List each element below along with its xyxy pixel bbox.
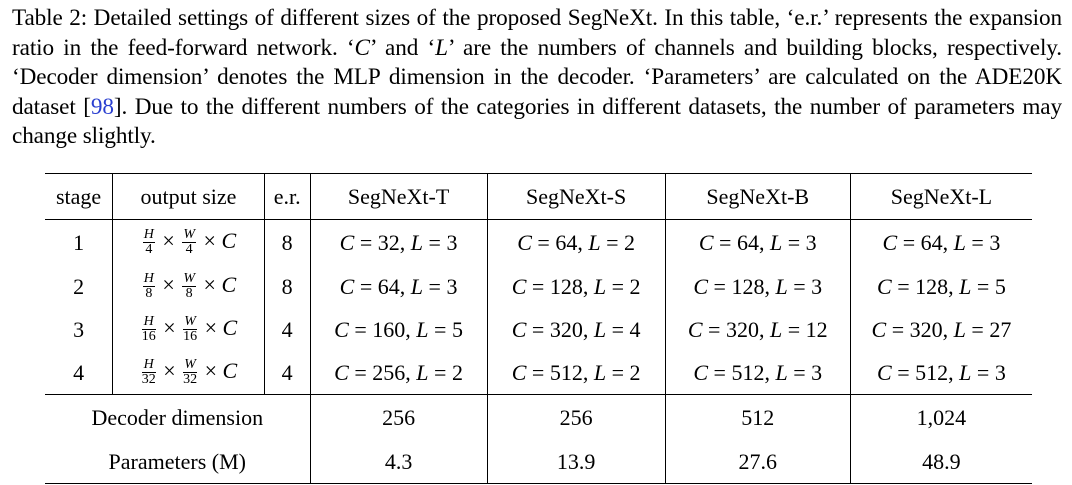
expansion-ratio: 4 [264,308,311,351]
stage-number: 2 [45,265,114,308]
width-fraction: W 16 [183,314,198,345]
decoder-label: Decoder dimension [45,394,311,440]
config-b: C = 128, L = 3 [665,265,851,308]
params-row: Parameters (M) 4.3 13.9 27.6 48.9 [45,440,1032,484]
table-caption: Table 2: Detailed settings of different … [12,4,1062,152]
expansion-ratio: 4 [264,351,311,395]
output-size: H 32 × W 32 × C [112,351,265,395]
stage-number: 3 [45,308,114,351]
params-value-s: 13.9 [487,440,666,484]
header-segnext-b: SegNeXt-B [665,173,851,220]
decoder-row: Decoder dimension 256 256 512 1,024 [45,394,1032,440]
stage-number: 4 [45,351,114,395]
config-b: C = 64, L = 3 [665,219,851,265]
config-s: C = 320, L = 4 [487,308,666,351]
caption-channel-symbol: C [354,34,370,61]
params-value-b: 27.6 [665,440,851,484]
citation-link[interactable]: 98 [90,93,114,120]
stage-number: 1 [45,219,114,265]
width-fraction: W 32 [183,357,198,388]
config-s: C = 128, L = 2 [487,265,666,308]
config-l: C = 128, L = 5 [877,273,1006,299]
params-label: Parameters (M) [45,440,311,484]
caption-text: ]. Due to the different numbers of the c… [12,93,1062,150]
caption-block-symbol: L [435,34,448,61]
header-segnext-s: SegNeXt-S [487,173,666,220]
header-segnext-t: SegNeXt-T [310,173,488,220]
header-segnext-l: SegNeXt-L [850,173,1032,220]
config-t: C = 64, L = 3 [310,265,488,308]
config-t: C = 256, L = 2 [310,351,488,395]
config-t: C = 160, L = 5 [310,308,488,351]
expansion-ratio: 8 [264,265,311,308]
height-fraction: H 32 [141,357,156,388]
header-stage: stage [45,173,114,220]
config-b: C = 320, L = 12 [665,308,851,351]
output-size: H 16 × W 16 × C [112,308,265,351]
config-l: C = 320, L = 27 [871,316,1012,342]
caption-text: ’ and ‘ [369,34,436,61]
header-output-size: output size [112,173,265,220]
params-value-l: 48.9 [850,440,1032,484]
config-s: C = 64, L = 2 [487,219,666,265]
decoder-value-l: 1,024 [850,394,1032,440]
config-l: C = 512, L = 3 [850,351,1032,395]
decoder-value-s: 256 [487,394,666,440]
expansion-ratio: 8 [264,219,311,265]
config-l: C = 64, L = 3 [850,219,1032,265]
config-s: C = 512, L = 2 [487,351,666,395]
config-t: C = 32, L = 3 [310,219,488,265]
config-b: C = 512, L = 3 [665,351,851,395]
settings-table: stage output size e.r. SegNeXt-T SegNeXt… [45,173,1032,484]
height-fraction: H 16 [141,314,156,345]
header-er: e.r. [264,173,311,220]
params-value-t: 4.3 [310,440,488,484]
header-row: stage output size e.r. SegNeXt-T SegNeXt… [45,173,1032,220]
caption-text: Table 2: Detailed settings of different … [12,5,1062,61]
decoder-value-b: 512 [665,394,851,440]
caption-text: ’ are the numbers of channels and buildi… [12,34,1062,120]
decoder-value-t: 256 [310,394,488,440]
